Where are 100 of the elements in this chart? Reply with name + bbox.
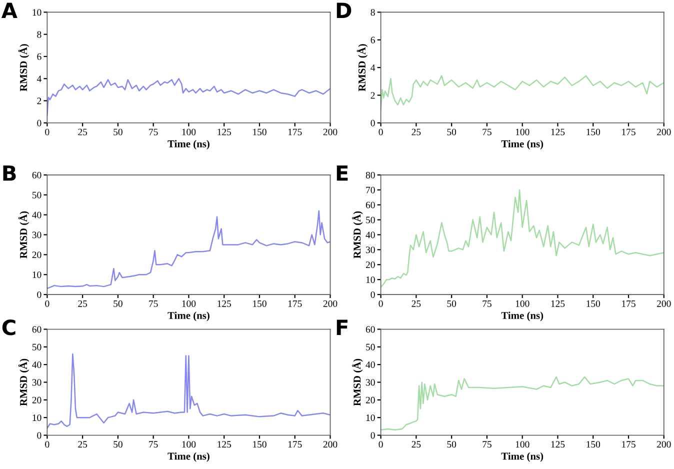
y-tick-label: 60 <box>366 202 375 208</box>
x-tick-label: 75 <box>149 128 158 136</box>
x-tick-label: 50 <box>114 300 122 307</box>
y-tick-label: 20 <box>32 252 42 258</box>
y-tick-label: 30 <box>32 379 42 386</box>
x-axis-title: Time (ns) <box>501 140 544 150</box>
x-tick-label: 200 <box>657 128 671 136</box>
y-tick-label: 4 <box>36 76 42 82</box>
y-tick-label: 2 <box>37 98 42 104</box>
y-tick-label: 10 <box>32 414 42 422</box>
y-tick-label: 30 <box>366 246 375 254</box>
x-tick-label: 150 <box>253 128 266 136</box>
y-tick-label: 80 <box>366 172 375 178</box>
x-axis-title: Time (ns) <box>168 312 210 322</box>
y-tick-label: 40 <box>366 232 375 238</box>
line-series <box>47 78 330 116</box>
x-axis-title: Time (ns) <box>168 452 210 462</box>
x-tick-label: 125 <box>551 300 565 307</box>
x-tick-label: 150 <box>586 128 600 136</box>
line-series <box>47 353 330 429</box>
y-tick-label: 30 <box>32 232 42 238</box>
y-tick-label: 50 <box>32 192 42 198</box>
x-tick-label: 0 <box>45 300 50 307</box>
y-tick-label: 2 <box>370 92 375 99</box>
x-tick-label: 50 <box>447 441 456 448</box>
x-axis-title: Time (ns) <box>501 312 544 322</box>
x-tick-label: 175 <box>288 441 302 448</box>
x-tick-label: 125 <box>218 441 232 448</box>
x-tick-label: 75 <box>149 300 158 307</box>
x-axis-title: Time (ns) <box>168 140 210 150</box>
y-tick-label: 4 <box>370 64 376 71</box>
y-tick-label: 60 <box>32 172 42 178</box>
line-series <box>47 210 330 290</box>
x-tick-label: 50 <box>114 128 122 136</box>
y-tick-label: 50 <box>366 216 375 224</box>
y-tick-label: 40 <box>32 361 42 368</box>
y-tick-label: 70 <box>366 186 375 194</box>
y-tick-label: 10 <box>32 9 42 16</box>
y-tick-label: 60 <box>366 326 375 333</box>
x-tick-label: 75 <box>482 128 492 136</box>
x-tick-label: 125 <box>218 128 232 136</box>
x-tick-label: 25 <box>78 441 88 448</box>
y-tick-label: 20 <box>366 396 375 404</box>
x-tick-label: 175 <box>622 300 636 307</box>
x-tick-label: 150 <box>253 441 266 448</box>
y-tick-label: 10 <box>366 414 375 422</box>
x-tick-label: 25 <box>78 128 88 136</box>
x-tick-label: 75 <box>149 441 158 448</box>
y-axis-title: RMSD (Å) <box>18 211 30 258</box>
y-tick-label: 10 <box>32 272 42 278</box>
y-tick-label: 40 <box>32 212 42 218</box>
x-tick-label: 75 <box>482 441 492 448</box>
x-tick-label: 200 <box>323 128 338 136</box>
y-tick-label: 40 <box>366 361 375 368</box>
y-tick-label: 0 <box>370 291 375 298</box>
y-tick-label: 6 <box>37 53 42 60</box>
y-tick-label: 8 <box>370 9 375 16</box>
x-tick-label: 200 <box>657 441 671 448</box>
x-tick-label: 175 <box>288 300 302 307</box>
y-tick-label: 50 <box>366 344 375 350</box>
y-tick-label: 0 <box>370 432 375 439</box>
y-tick-label: 20 <box>32 396 42 404</box>
x-tick-label: 25 <box>412 128 421 136</box>
x-tick-label: 175 <box>622 128 636 136</box>
line-series <box>380 75 664 110</box>
x-tick-label: 200 <box>323 300 338 307</box>
chart-title: C <box>2 320 16 336</box>
x-tick-label: 50 <box>114 441 122 448</box>
x-tick-label: 100 <box>516 300 530 307</box>
x-tick-label: 0 <box>378 128 383 136</box>
x-tick-label: 175 <box>288 128 302 136</box>
x-axis-title: Time (ns) <box>501 452 544 462</box>
chart-title: B <box>3 165 16 181</box>
chart-title: A <box>1 2 18 18</box>
x-tick-label: 0 <box>45 441 50 448</box>
y-tick-label: 10 <box>366 276 375 284</box>
x-tick-label: 100 <box>516 128 530 136</box>
x-tick-label: 100 <box>182 441 196 448</box>
line-series <box>380 376 664 431</box>
x-tick-label: 125 <box>551 128 565 136</box>
x-tick-label: 200 <box>657 300 671 307</box>
y-axis-title: RMSD (Å) <box>18 358 30 406</box>
x-tick-label: 75 <box>482 300 492 307</box>
y-tick-label: 8 <box>37 31 42 38</box>
y-tick-label: 60 <box>32 326 42 333</box>
x-tick-label: 150 <box>253 300 266 307</box>
x-tick-label: 125 <box>551 441 565 448</box>
y-axis-title: RMSD (Å) <box>352 358 363 406</box>
x-tick-label: 0 <box>378 441 383 448</box>
x-tick-label: 0 <box>378 300 383 307</box>
y-tick-label: 50 <box>32 344 42 350</box>
y-tick-label: 6 <box>370 36 375 44</box>
x-tick-label: 0 <box>45 128 50 136</box>
y-tick-label: 0 <box>37 432 42 439</box>
x-tick-label: 125 <box>218 300 232 307</box>
x-tick-label: 100 <box>182 128 196 136</box>
y-tick-label: 30 <box>366 379 375 386</box>
x-tick-label: 50 <box>447 300 456 307</box>
y-axis-title: RMSD (Å) <box>356 44 368 92</box>
x-tick-label: 150 <box>586 441 600 448</box>
